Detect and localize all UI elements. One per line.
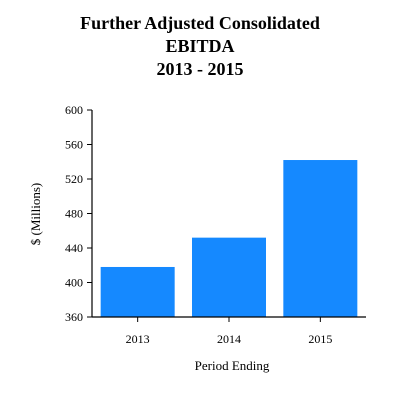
y-axis-ticks: 360 400 440 480 520 560 600 (65, 103, 92, 324)
chart-title-line-2: EBITDA (165, 36, 235, 56)
y-tick-label: 400 (65, 276, 83, 290)
chart-title-line-3: 2013 - 2015 (156, 59, 244, 79)
y-tick-label: 480 (65, 207, 83, 221)
x-tick-label-2015: 2015 (308, 332, 332, 346)
x-axis-label: Period Ending (195, 358, 270, 373)
y-axis-label: $ (Millions) (28, 183, 43, 245)
bar-2015 (283, 160, 358, 317)
x-tick-label-2013: 2013 (126, 332, 150, 346)
x-tick-label-2014: 2014 (217, 332, 241, 346)
y-tick-label: 560 (65, 138, 83, 152)
y-tick-label: 520 (65, 172, 83, 186)
bars-group (100, 160, 358, 317)
bar-2013 (100, 266, 175, 317)
chart-title: Further Adjusted Consolidated EBITDA 201… (0, 12, 400, 81)
bar-2014 (192, 237, 266, 317)
chart-title-line-1: Further Adjusted Consolidated (80, 13, 320, 33)
y-tick-label: 360 (65, 310, 83, 324)
x-axis-ticks: 2013 2014 2015 (126, 317, 332, 346)
y-tick-label: 600 (65, 103, 83, 117)
y-tick-label: 440 (65, 241, 83, 255)
